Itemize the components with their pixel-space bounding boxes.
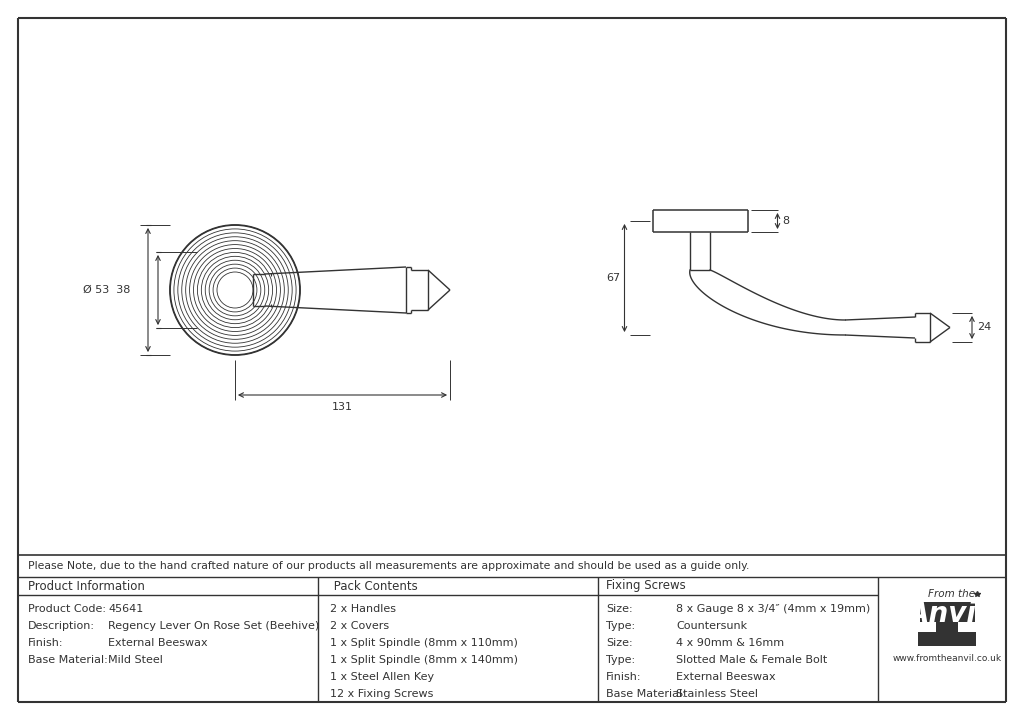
Text: Size:: Size: xyxy=(606,604,633,614)
Text: Fixing Screws: Fixing Screws xyxy=(606,580,686,593)
Bar xyxy=(920,602,975,622)
Text: Pack Contents: Pack Contents xyxy=(330,580,418,593)
Text: Please Note, due to the hand crafted nature of our products all measurements are: Please Note, due to the hand crafted nat… xyxy=(28,561,750,571)
Text: 2 x Covers: 2 x Covers xyxy=(330,621,389,631)
Text: Countersunk: Countersunk xyxy=(676,621,748,631)
Text: Finish:: Finish: xyxy=(28,638,63,648)
Text: Stainless Steel: Stainless Steel xyxy=(676,689,758,699)
Text: www.fromtheanvil.co.uk: www.fromtheanvil.co.uk xyxy=(893,654,1001,663)
Bar xyxy=(918,632,976,646)
Text: 1 x Split Spindle (8mm x 140mm): 1 x Split Spindle (8mm x 140mm) xyxy=(330,655,518,665)
Text: Base Material:: Base Material: xyxy=(606,689,686,699)
Text: 24: 24 xyxy=(977,323,991,333)
Text: Base Material:: Base Material: xyxy=(28,655,108,665)
Text: 4 x 90mm & 16mm: 4 x 90mm & 16mm xyxy=(676,638,784,648)
Text: Type:: Type: xyxy=(606,655,635,665)
Text: Description:: Description: xyxy=(28,621,95,631)
Text: External Beeswax: External Beeswax xyxy=(108,638,208,648)
Text: 67: 67 xyxy=(606,273,621,283)
Text: 2 x Handles: 2 x Handles xyxy=(330,604,396,614)
Text: Slotted Male & Female Bolt: Slotted Male & Female Bolt xyxy=(676,655,827,665)
Bar xyxy=(936,622,958,632)
Text: Product Information: Product Information xyxy=(28,580,144,593)
Text: 8: 8 xyxy=(782,216,790,226)
Text: Type:: Type: xyxy=(606,621,635,631)
Text: From the: From the xyxy=(929,589,976,599)
Text: 131: 131 xyxy=(332,402,353,412)
Text: 1 x Steel Allen Key: 1 x Steel Allen Key xyxy=(330,672,434,682)
Text: Size:: Size: xyxy=(606,638,633,648)
Text: Ø 53  38: Ø 53 38 xyxy=(83,285,130,295)
Text: 1 x Split Spindle (8mm x 110mm): 1 x Split Spindle (8mm x 110mm) xyxy=(330,638,518,648)
Text: Regency Lever On Rose Set (Beehive): Regency Lever On Rose Set (Beehive) xyxy=(108,621,319,631)
Text: 8 x Gauge 8 x 3/4″ (4mm x 19mm): 8 x Gauge 8 x 3/4″ (4mm x 19mm) xyxy=(676,604,870,614)
Text: 12 x Fixing Screws: 12 x Fixing Screws xyxy=(330,689,433,699)
Text: Mild Steel: Mild Steel xyxy=(108,655,163,665)
Text: Anvil: Anvil xyxy=(908,600,986,628)
Text: 45641: 45641 xyxy=(108,604,143,614)
Text: Finish:: Finish: xyxy=(606,672,641,682)
Text: External Beeswax: External Beeswax xyxy=(676,672,775,682)
Text: Product Code:: Product Code: xyxy=(28,604,106,614)
